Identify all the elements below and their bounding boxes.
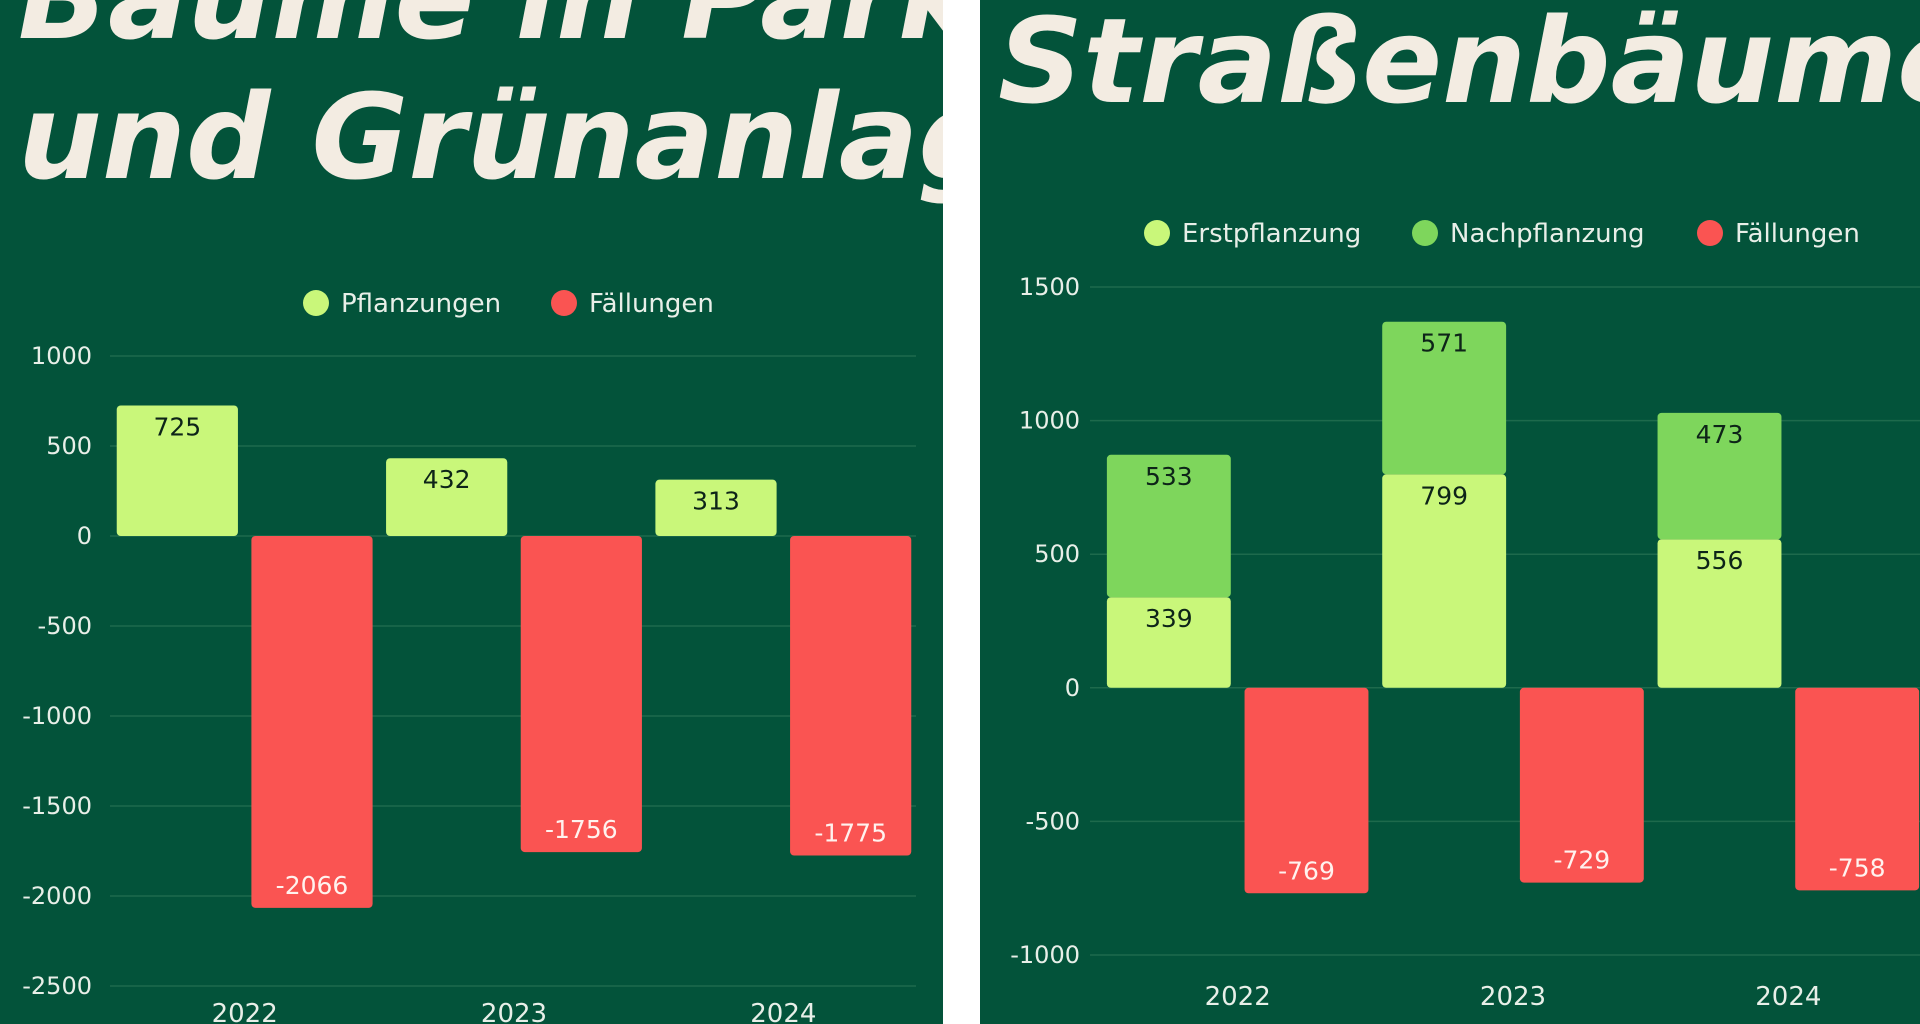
bar-value-label: -2066 bbox=[276, 871, 349, 900]
bar bbox=[1657, 412, 1782, 540]
bar bbox=[1657, 539, 1782, 688]
y-tick-label: 1000 bbox=[1019, 407, 1080, 435]
y-tick-label: -1500 bbox=[22, 792, 92, 820]
legend-label: Erstpflanzung bbox=[1182, 219, 1361, 249]
chart-title-line: Straßenbäume bbox=[998, 0, 1920, 130]
y-tick-label: 500 bbox=[1034, 540, 1080, 568]
legend-label: Fällungen bbox=[1735, 219, 1860, 249]
legend-marker bbox=[551, 290, 577, 316]
y-tick-label: 0 bbox=[77, 522, 92, 550]
x-category-label: 2024 bbox=[750, 999, 816, 1024]
bar bbox=[1106, 597, 1231, 688]
bar-value-label: 571 bbox=[1420, 329, 1468, 358]
bar bbox=[1382, 474, 1507, 688]
legend-label: Fällungen bbox=[589, 289, 714, 319]
bar bbox=[1382, 321, 1507, 475]
x-category-label: 2023 bbox=[481, 999, 547, 1024]
y-tick-label: -500 bbox=[1026, 807, 1080, 835]
bar bbox=[1244, 687, 1369, 894]
legend-marker bbox=[1697, 220, 1723, 246]
street-trees-chart: Straßenbäume 1500 1000 500 0 -500 -1000 Erstpfl… bbox=[980, 0, 1920, 1024]
bar bbox=[251, 536, 373, 908]
x-category-label: 2022 bbox=[1205, 982, 1271, 1012]
y-tick-label: -1000 bbox=[1010, 941, 1080, 969]
bar-value-label: -769 bbox=[1278, 856, 1335, 885]
bar bbox=[790, 536, 912, 856]
bar bbox=[116, 405, 238, 536]
x-category-label: 2024 bbox=[1755, 982, 1821, 1012]
legend-marker bbox=[1144, 220, 1170, 246]
y-tick-label: -500 bbox=[38, 612, 92, 640]
y-tick-label: -2500 bbox=[22, 972, 92, 1000]
bar-value-label: 339 bbox=[1145, 604, 1193, 633]
legend-label: Pflanzungen bbox=[341, 289, 501, 319]
bar-value-label: 473 bbox=[1696, 420, 1744, 449]
bar bbox=[520, 536, 642, 853]
bar bbox=[1519, 687, 1644, 883]
bar bbox=[655, 479, 777, 536]
legend-marker bbox=[1412, 220, 1438, 246]
chart-panel-parks: Bäume in Parksund Grünanlagen 1000 500 0 -50… bbox=[0, 0, 943, 1024]
bar-value-label: -758 bbox=[1829, 853, 1886, 882]
y-tick-label: 0 bbox=[1065, 674, 1080, 702]
bar-value-label: 799 bbox=[1420, 481, 1468, 510]
bar-value-label: -1775 bbox=[814, 819, 887, 848]
bar-value-label: -729 bbox=[1553, 846, 1610, 875]
bar-value-label: 533 bbox=[1145, 462, 1193, 491]
chart-panel-street-trees: Straßenbäume 1500 1000 500 0 -500 -1000 Erstpfl… bbox=[980, 0, 1920, 1024]
bar bbox=[1106, 454, 1231, 598]
bar-value-label: 313 bbox=[692, 487, 740, 516]
bar-value-label: 556 bbox=[1696, 546, 1744, 575]
legend-marker bbox=[303, 290, 329, 316]
legend-label: Nachpflanzung bbox=[1450, 219, 1645, 249]
bar bbox=[1795, 687, 1920, 891]
x-category-label: 2022 bbox=[212, 999, 278, 1024]
y-tick-label: 1500 bbox=[1019, 273, 1080, 301]
chart-title-line: Bäume in Parks bbox=[18, 0, 943, 66]
y-tick-label: -1000 bbox=[22, 702, 92, 730]
bar-value-label: 432 bbox=[423, 465, 471, 494]
y-tick-label: -2000 bbox=[22, 882, 92, 910]
bar bbox=[386, 458, 508, 536]
bar-value-label: 725 bbox=[153, 413, 201, 442]
y-tick-label: 500 bbox=[46, 432, 92, 460]
x-category-label: 2023 bbox=[1480, 982, 1546, 1012]
chart-title-line: und Grünanlagen bbox=[18, 68, 943, 206]
y-tick-label: 1000 bbox=[31, 342, 92, 370]
parks-chart: Bäume in Parksund Grünanlagen 1000 500 0 -50… bbox=[0, 0, 943, 1024]
bar-value-label: -1756 bbox=[545, 815, 618, 844]
